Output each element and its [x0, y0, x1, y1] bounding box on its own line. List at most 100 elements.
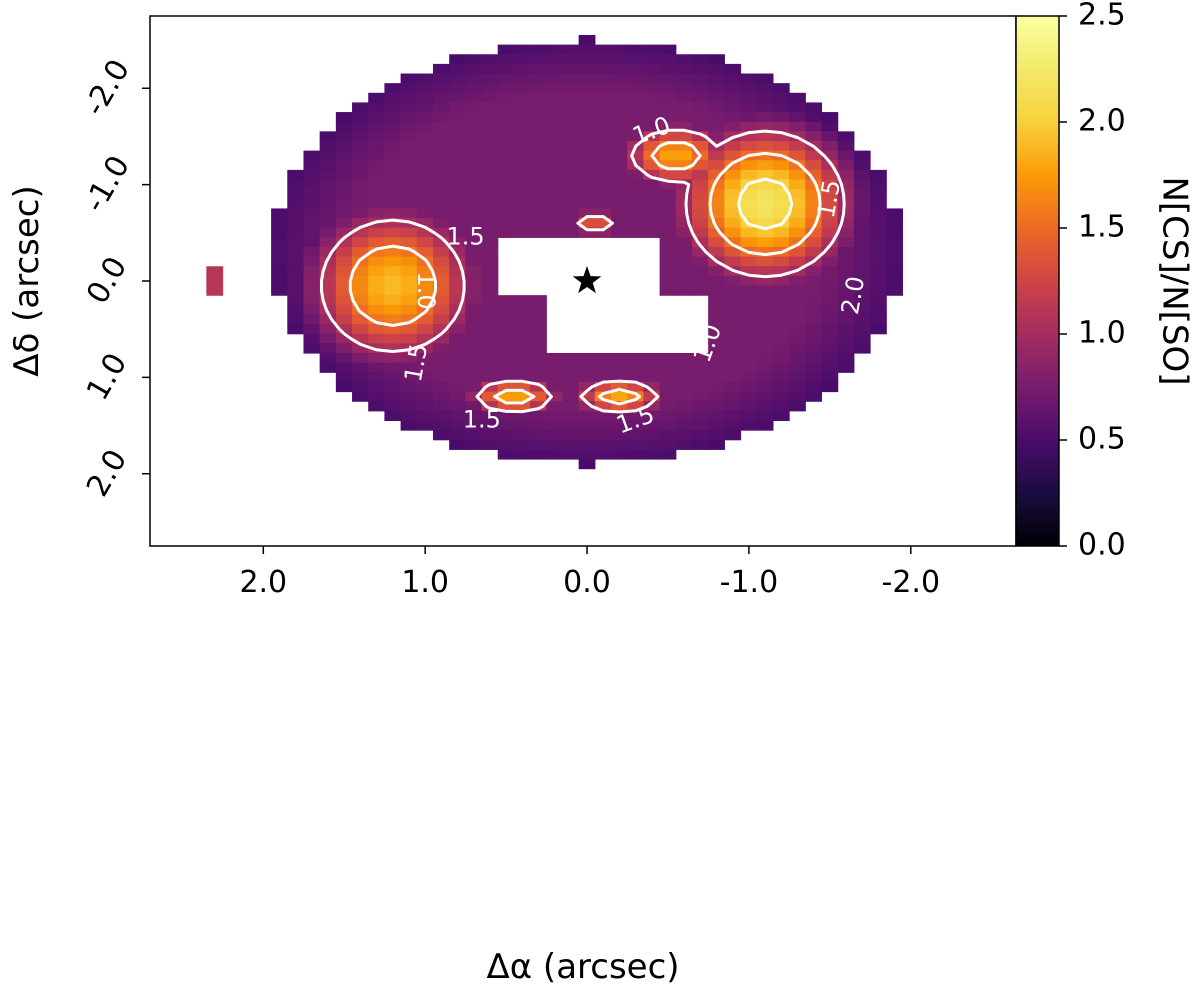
heatmap-pixel [271, 237, 288, 248]
heatmap-pixel [352, 198, 369, 210]
heatmap-pixel [465, 54, 483, 65]
heatmap-pixel [870, 189, 887, 200]
heatmap-pixel [675, 140, 693, 152]
heatmap-pixel [643, 189, 661, 200]
heatmap-pixel [497, 430, 515, 441]
heatmap-pixel [449, 246, 466, 258]
heatmap-pixel [691, 401, 709, 412]
heatmap-pixel [578, 54, 596, 65]
heatmap-pixel [530, 198, 547, 210]
heatmap-pixel [481, 420, 499, 431]
heatmap-pixel [432, 150, 450, 161]
heatmap-pixel [513, 410, 531, 422]
heatmap-pixel [368, 189, 386, 200]
heatmap-pixel [513, 73, 531, 84]
heatmap-pixel [497, 102, 515, 113]
heatmap-pixel [497, 420, 515, 431]
heatmap-pixel [691, 121, 709, 132]
heatmap-pixel [724, 362, 742, 373]
heatmap-pixel [287, 304, 305, 316]
heatmap-pixel [578, 140, 596, 152]
heatmap-pixel [465, 237, 483, 248]
heatmap-pixel [481, 430, 499, 441]
heatmap-pixel [724, 140, 742, 152]
heatmap-pixel [643, 83, 661, 94]
heatmap-pixel [740, 285, 758, 296]
heatmap-pixel [481, 439, 499, 450]
heatmap-pixel [432, 381, 450, 393]
heatmap-pixel [611, 227, 628, 238]
heatmap-pixel [724, 237, 742, 248]
heatmap-pixel [497, 324, 515, 335]
heatmap-pixel [497, 150, 515, 161]
heatmap-pixel [821, 160, 839, 171]
heatmap-pixel [416, 160, 434, 171]
heatmap-pixel [368, 324, 386, 335]
heatmap-pixel [772, 227, 790, 238]
heatmap-pixel [465, 324, 483, 335]
heatmap-pixel [562, 198, 580, 210]
colorbar [1015, 15, 1060, 547]
heatmap-pixel [352, 391, 369, 402]
heatmap-pixel [708, 372, 725, 383]
heatmap-pixel [821, 314, 839, 325]
heatmap-pixel [432, 391, 450, 402]
heatmap-pixel [821, 381, 839, 393]
heatmap-pixel [627, 401, 644, 412]
heatmap-pixel [594, 169, 612, 181]
heatmap-pixel [789, 160, 806, 171]
heatmap-pixel [400, 304, 418, 316]
heatmap-pixel [853, 189, 871, 200]
heatmap-pixel [578, 372, 596, 383]
heatmap-pixel [303, 314, 321, 325]
heatmap-pixel [627, 54, 644, 65]
heatmap-pixel [562, 410, 580, 422]
heatmap-pixel [611, 362, 628, 373]
heatmap-pixel [497, 179, 515, 190]
heatmap-pixel [659, 420, 677, 431]
heatmap-pixel [352, 160, 369, 171]
heatmap-pixel [416, 169, 434, 181]
heatmap-pixel [449, 362, 466, 373]
heatmap-pixel [335, 324, 353, 335]
heatmap-pixel [724, 208, 742, 219]
heatmap-pixel [643, 121, 661, 132]
heatmap-pixel [594, 372, 612, 383]
heatmap-pixel [481, 391, 499, 402]
heatmap-pixel [756, 179, 774, 190]
heatmap-pixel [772, 256, 790, 267]
heatmap-pixel [481, 121, 499, 132]
heatmap-pixel [335, 198, 353, 210]
heatmap-pixel [708, 343, 725, 354]
heatmap-pixel [530, 92, 547, 104]
heatmap-pixel [530, 150, 547, 161]
heatmap-pixel [594, 439, 612, 450]
heatmap-pixel [303, 208, 321, 219]
heatmap-pixel [691, 410, 709, 422]
heatmap-pixel [821, 227, 839, 238]
heatmap-pixel [724, 112, 742, 123]
heatmap-pixel [303, 189, 321, 200]
heatmap-pixel [853, 218, 871, 229]
heatmap-pixel [513, 102, 531, 113]
heatmap-pixel [789, 121, 806, 132]
heatmap-pixel [384, 266, 402, 277]
heatmap-pixel [497, 189, 515, 200]
heatmap-pixel [416, 131, 434, 142]
heatmap-pixel [449, 266, 466, 277]
heatmap-pixel [530, 439, 547, 450]
heatmap-pixel [870, 198, 887, 210]
heatmap-pixel [643, 362, 661, 373]
heatmap-pixel [530, 83, 547, 94]
heatmap-pixel [691, 102, 709, 113]
heatmap-pixel [708, 121, 725, 132]
heatmap-pixel [432, 169, 450, 181]
heatmap-pixel [772, 304, 790, 316]
heatmap-pixel [627, 92, 644, 104]
heatmap-pixel [465, 352, 483, 364]
heatmap-pixel [530, 131, 547, 142]
heatmap-pixel [837, 179, 855, 190]
heatmap-pixel [400, 391, 418, 402]
heatmap-pixel [659, 92, 677, 104]
heatmap-pixel [481, 227, 499, 238]
